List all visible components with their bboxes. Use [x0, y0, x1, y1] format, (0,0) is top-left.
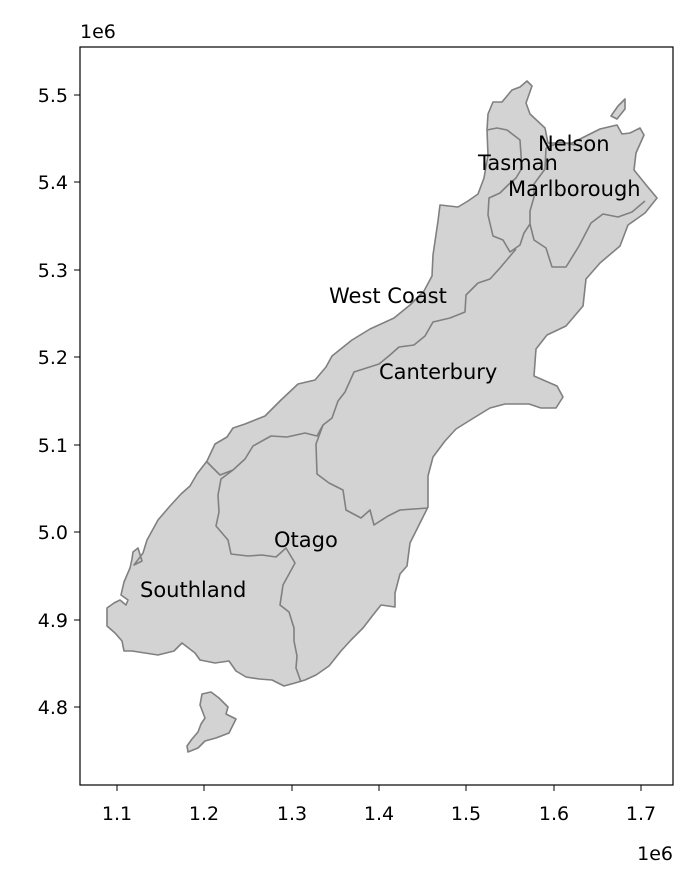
- x-tick-label: 1.1: [102, 803, 132, 825]
- x-tick-label: 1.6: [539, 803, 569, 825]
- region-label-otago: Otago: [274, 528, 338, 552]
- y-offset-label: 1e6: [80, 21, 116, 43]
- region-label-canterbury: Canterbury: [379, 360, 497, 384]
- westcoast-canterbury-border: [206, 248, 517, 476]
- x-offset-label: 1e6: [637, 843, 673, 865]
- region-label-nelson: Nelson: [538, 132, 610, 156]
- region-label-west-coast: West Coast: [329, 284, 447, 308]
- x-tick-label: 1.4: [364, 803, 394, 825]
- tasman-border: [486, 127, 547, 253]
- y-tick-label: 4.9: [38, 610, 68, 632]
- region-label-marlborough: Marlborough: [508, 177, 641, 201]
- y-tick-label: 5.1: [38, 435, 68, 457]
- south-island: [106, 80, 658, 753]
- y-tick-label: 5.5: [38, 85, 68, 107]
- stewart-island: [186, 691, 237, 753]
- y-axis: 5.5 5.4 5.3 5.2 5.1 5.0 4.9 4.8: [38, 85, 80, 719]
- otago-canterbury-border: [315, 424, 429, 526]
- y-tick-label: 5.0: [38, 522, 68, 544]
- axes-frame: [79, 46, 674, 786]
- x-tick-label: 1.3: [277, 803, 307, 825]
- y-tick-label: 4.8: [38, 697, 68, 719]
- x-axis: 1.1 1.2 1.3 1.4 1.5 1.6 1.7: [102, 785, 656, 825]
- nelson-border: [545, 141, 576, 149]
- region-label-tasman: Tasman: [477, 151, 558, 175]
- x-tick-label: 1.2: [189, 803, 219, 825]
- marlborough-border: [529, 200, 646, 268]
- y-tick-label: 5.4: [38, 172, 68, 194]
- marlborough-sounds-island: [610, 98, 626, 120]
- westcoast-otago-border: [215, 469, 302, 683]
- region-label-southland: Southland: [140, 578, 246, 602]
- y-tick-label: 5.2: [38, 347, 68, 369]
- x-tick-label: 1.7: [626, 803, 656, 825]
- south-island-outline: [106, 80, 658, 687]
- x-tick-label: 1.5: [451, 803, 481, 825]
- y-tick-label: 5.3: [38, 260, 68, 282]
